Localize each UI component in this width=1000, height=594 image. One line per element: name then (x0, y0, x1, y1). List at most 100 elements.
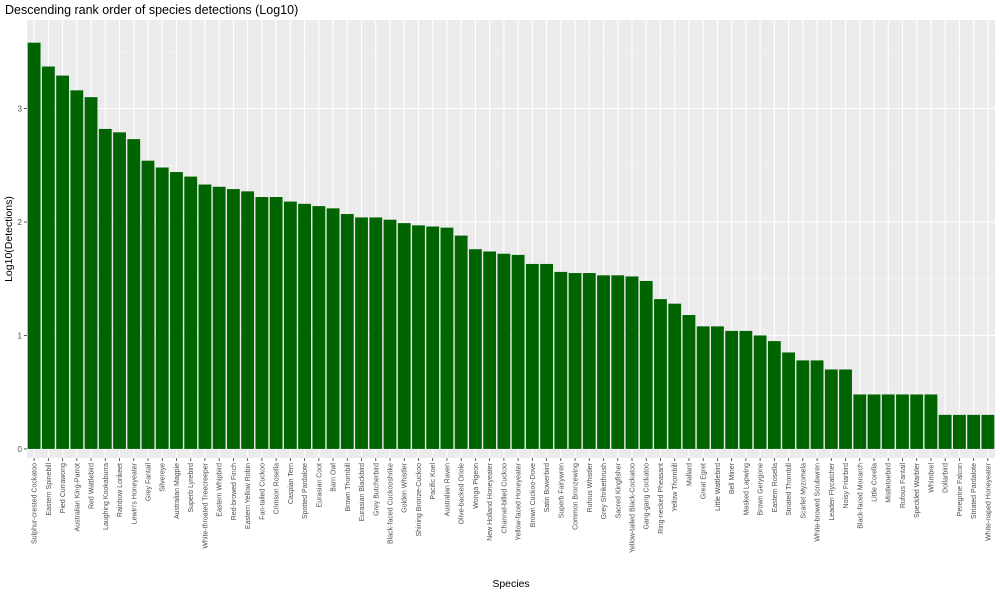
x-tick-label: Eastern Rosella (772, 463, 779, 513)
x-tick-label: Bell Miner (729, 462, 736, 494)
x-tick-label: Whimbrel (928, 463, 935, 493)
bar (611, 275, 625, 449)
x-tick-label: Rainbow Lorikeet (117, 463, 124, 517)
x-tick-label: Scarlet Myzomela (800, 463, 807, 519)
bar (540, 263, 553, 449)
bar (839, 369, 852, 449)
x-tick-label: Peregrine Falcon (957, 463, 964, 516)
x-tick-label: Great Egret (701, 463, 708, 499)
bar (554, 271, 568, 449)
bar (27, 42, 41, 449)
x-tick-label: Golden Whistler (402, 462, 409, 512)
bar (582, 273, 596, 449)
bar (113, 132, 126, 449)
x-tick-label: Olive-backed Oriole (459, 463, 466, 525)
bar (725, 330, 739, 449)
x-tick-label: Gang-gang Cockatoo (644, 463, 651, 530)
bar (739, 330, 753, 449)
x-tick-label: Australian King-Parrot (74, 463, 81, 532)
bar (355, 217, 368, 449)
x-tick-label: Yellow Thornbill (672, 463, 679, 512)
x-tick-label: Wonga Pigeon (473, 463, 480, 509)
y-tick-label: 3 (18, 105, 23, 114)
bar (326, 208, 340, 449)
bar (41, 66, 55, 449)
bar (853, 394, 867, 449)
bar (896, 394, 909, 449)
x-tick-label: White-naped Honeyeater (985, 462, 992, 540)
bar (867, 394, 881, 449)
x-tick-label: Masked Lapwing (743, 463, 750, 516)
x-tick-label: New Holland Honeyeater (487, 462, 494, 540)
bar (283, 201, 297, 449)
bar (397, 223, 411, 449)
x-tick-label: Red Wattlebird (89, 463, 96, 509)
x-tick-label: Yellow-tailed Black-Cockatoo (630, 463, 637, 553)
x-tick-label: Sulphur-crested Cockatoo (32, 463, 39, 544)
x-tick-label: Laughing Kookaburra (103, 463, 110, 530)
bars (27, 42, 995, 449)
bar (155, 167, 169, 449)
bar (981, 414, 995, 449)
x-tick-label: Grey Fantail (146, 463, 153, 502)
x-tick-label: Eurasian Blackbird (359, 463, 366, 521)
x-tick-label: Noisy Friarbird (843, 463, 850, 509)
x-tick-label: Barn Owl (331, 463, 338, 492)
bar (810, 360, 824, 449)
bar (654, 299, 667, 449)
x-tick-label: Grey Shrikethrush (601, 463, 608, 520)
x-tick-label: Eastern Whipbird (217, 463, 224, 517)
bar (682, 315, 696, 449)
x-tick-label: Speckled Warbler (914, 462, 921, 518)
bar (98, 128, 112, 449)
x-tick-label: Rufous Fantail (900, 463, 907, 509)
x-tick-label: Eastern Spinebill (46, 463, 53, 516)
x-tick-label: Black-faced Monarch (857, 463, 864, 529)
x-tick-label: Superb Lyrebird (188, 463, 195, 513)
bar (967, 414, 981, 449)
bar (924, 394, 938, 449)
x-tick-label: Channel-billed Cuckoo (501, 463, 508, 534)
bar (881, 394, 895, 449)
x-tick-label: Striated Thornbill (786, 463, 793, 516)
x-tick-label: Red-browed Finch (231, 463, 238, 520)
x-tick-label: Sacred Kingfisher (615, 462, 622, 518)
bar (383, 219, 397, 449)
bar (639, 280, 653, 449)
bar (184, 176, 198, 449)
bar (84, 97, 98, 449)
bar (668, 303, 682, 449)
bar (454, 235, 468, 449)
bar (953, 414, 966, 449)
x-tick-label: Superb Fairywren (558, 463, 565, 518)
x-tick-label: Little Corella (872, 463, 879, 502)
bar (298, 203, 311, 449)
bar (227, 189, 240, 449)
x-tick-label: Mallard (686, 463, 693, 486)
x-tick-label: Brown Thornbill (345, 463, 352, 512)
bar (241, 191, 255, 449)
bar (340, 214, 354, 449)
x-tick-label: Black-faced Cuckooshrike (388, 463, 395, 544)
x-tick-label: Mistletoebird (886, 463, 893, 503)
x-tick-label: Satin Bowerbird (544, 463, 551, 513)
bar (824, 369, 838, 449)
bar (782, 352, 795, 449)
x-axis: Sulphur-crested Cockatoo Eastern Spinebil… (32, 458, 992, 553)
bar (938, 414, 952, 449)
bar (597, 275, 610, 449)
x-tick-label: Rufous Whistler (587, 462, 594, 512)
bar (170, 172, 183, 449)
x-tick-label: Pied Currawong (60, 463, 67, 513)
x-tick-label: Eastern Yellow Robin (245, 463, 252, 529)
bar (483, 251, 497, 449)
x-tick-label: Common Bronzewing (573, 463, 580, 530)
bar (312, 206, 326, 449)
bar (711, 326, 724, 449)
bar (440, 227, 454, 449)
bar (212, 186, 226, 449)
x-tick-label: Brown Cuckoo-Dove (530, 463, 537, 527)
x-tick-label: Little Wattlebird (715, 463, 722, 511)
x-tick-label: Fan-tailed Cuckoo (259, 463, 266, 520)
